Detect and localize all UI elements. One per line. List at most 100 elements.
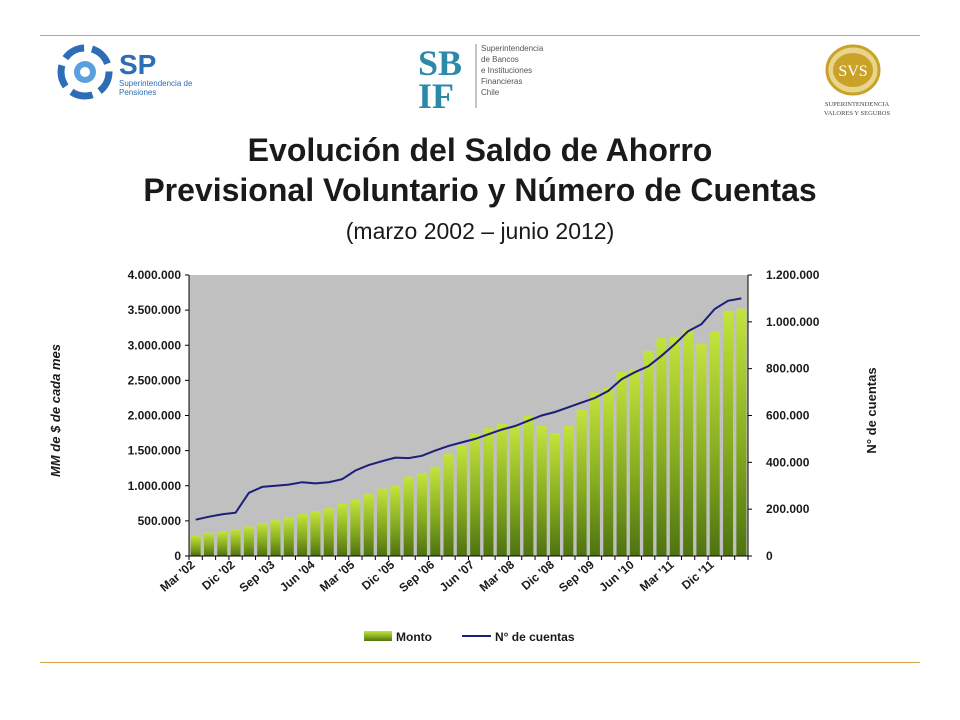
bar-monto-36: [669, 336, 680, 556]
sp-logo-mark: SP: [119, 49, 156, 80]
legend: Monto N° de cuentas: [364, 630, 575, 644]
bar-monto-28: [563, 426, 574, 556]
bar-monto-38: [696, 343, 707, 556]
svs-emblem-icon: [825, 44, 881, 96]
x-tick-label: Jun '04: [277, 557, 318, 594]
bar-monto-25: [523, 415, 534, 556]
chart-title-line-2: Previsional Voluntario y Número de Cuent…: [143, 172, 817, 208]
legend-label-cuentas: N° de cuentas: [495, 630, 575, 644]
bar-monto-18: [430, 466, 441, 556]
y2-tick-label: 1.000.000: [766, 315, 820, 329]
bar-monto-0: [190, 535, 201, 556]
x-tick-label: Dic '08: [519, 557, 558, 592]
bar-monto-24: [510, 426, 521, 556]
bar-monto-10: [323, 508, 334, 556]
y-tick-label: 1.000.000: [128, 479, 182, 493]
bar-monto-4: [243, 526, 254, 556]
bar-monto-30: [589, 392, 600, 556]
x-tick-label: Sep '09: [556, 557, 597, 595]
sbif-logo-line: Financieras: [481, 77, 522, 86]
sp-logo-subtext-1: Superintendencia de: [119, 79, 193, 88]
legend-label-monto: Monto: [396, 630, 432, 644]
bar-monto-35: [656, 338, 667, 556]
y2-axis-label: N° de cuentas: [864, 367, 879, 453]
chart-title-line-1: Evolución del Saldo de Ahorro: [247, 132, 713, 168]
y2-tick-label: 1.200.000: [766, 268, 820, 282]
y-tick-label: 3.500.000: [128, 303, 182, 317]
bar-monto-22: [483, 428, 494, 556]
bar-monto-2: [217, 531, 228, 556]
bar-monto-12: [350, 499, 361, 556]
bar-monto-32: [616, 371, 627, 556]
sbif-logo-line: Superintendencia: [481, 44, 544, 53]
sp-logo-subtext-2: Pensiones: [119, 88, 156, 97]
bar-monto-39: [709, 331, 720, 556]
sbif-logo-line: de Bancos: [481, 55, 519, 64]
bar-monto-31: [603, 387, 614, 556]
x-tick-label: Sep '06: [396, 557, 437, 595]
sbif-logo: SB IF Superintendencia de Bancos e Insti…: [418, 43, 544, 112]
y2-tick-label: 200.000: [766, 502, 810, 516]
bar-monto-23: [496, 423, 507, 556]
y-tick-label: 0: [174, 549, 181, 563]
y-tick-label: 2.000.000: [128, 409, 182, 423]
y-tick-label: 1.500.000: [128, 444, 182, 458]
bar-monto-13: [363, 494, 374, 556]
bar-monto-29: [576, 409, 587, 556]
bar-monto-37: [683, 329, 694, 556]
bar-monto-19: [443, 454, 454, 556]
bar-monto-11: [337, 504, 348, 556]
x-tick-label: Jun '10: [596, 557, 637, 594]
sbif-logo-mark-bottom: IF: [418, 76, 454, 112]
x-tick-label: Mar '05: [317, 557, 358, 594]
x-tick-label: Dic '11: [679, 557, 717, 592]
y-tick-label: 500.000: [138, 514, 182, 528]
bar-monto-14: [376, 488, 387, 556]
y2-tick-label: 0: [766, 549, 773, 563]
bar-monto-27: [550, 433, 561, 556]
y-axis-label: MM de $ de cada mes: [48, 344, 63, 477]
bar-monto-26: [536, 426, 547, 556]
y2-tick-label: 400.000: [766, 455, 810, 469]
bottom-divider: [40, 662, 920, 663]
y2-tick-label: 800.000: [766, 362, 810, 376]
sp-logo: SP Superintendencia de Pensiones: [57, 44, 193, 100]
y-tick-label: 4.000.000: [128, 268, 182, 282]
bar-monto-41: [736, 308, 747, 556]
bar-monto-9: [310, 511, 321, 556]
y2-tick-label: 600.000: [766, 409, 810, 423]
bar-monto-8: [297, 513, 308, 556]
bar-series-monto: [190, 308, 747, 556]
legend-swatch-monto: [364, 631, 392, 641]
svs-logo-line: SUPERINTENDENCIA: [825, 101, 890, 108]
bar-monto-17: [416, 473, 427, 556]
line-series-cuentas: [195, 297, 742, 521]
x-tick-label: Dic '05: [359, 557, 398, 592]
bar-monto-40: [723, 310, 734, 556]
x-tick-label: Mar '11: [637, 557, 677, 594]
x-tick-label: Mar '08: [477, 557, 518, 594]
sbif-logo-line: Chile: [481, 88, 500, 97]
plot-area: [189, 275, 748, 556]
bar-monto-6: [270, 520, 281, 556]
bar-monto-3: [230, 529, 241, 556]
bar-monto-16: [403, 476, 414, 556]
bar-monto-33: [629, 369, 640, 556]
bar-monto-20: [456, 445, 467, 556]
x-tick-label: Sep '03: [237, 557, 278, 595]
y-tick-label: 2.500.000: [128, 373, 182, 387]
svs-logo: SVS SUPERINTENDENCIA VALORES Y SEGUROS: [824, 44, 891, 117]
y-tick-label: 3.000.000: [128, 338, 182, 352]
chart-subtitle: (marzo 2002 – junio 2012): [345, 218, 615, 244]
svs-logo-mark: SVS: [838, 63, 867, 80]
bar-monto-1: [203, 532, 214, 556]
bar-monto-21: [470, 433, 481, 556]
x-tick-label: Jun '07: [437, 557, 478, 594]
sbif-logo-mark-top: SB: [418, 43, 462, 83]
svs-logo-line: VALORES Y SEGUROS: [824, 110, 891, 117]
bar-monto-34: [643, 350, 654, 556]
sbif-logo-line: e Instituciones: [481, 66, 532, 75]
sp-emblem-icon: [57, 44, 113, 100]
bar-monto-15: [390, 485, 401, 556]
bar-monto-7: [283, 517, 294, 556]
